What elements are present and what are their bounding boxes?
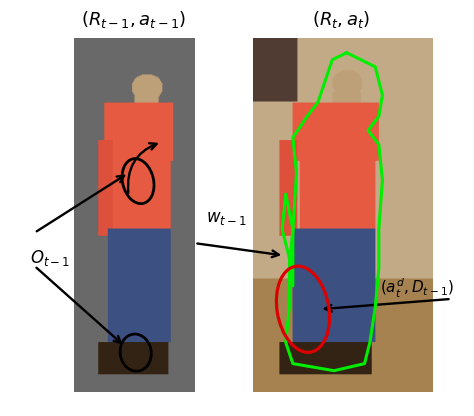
Text: $(a_t^d, D_{t-1})$: $(a_t^d, D_{t-1})$ bbox=[380, 277, 454, 300]
Text: $O_{t-1}$: $O_{t-1}$ bbox=[30, 248, 70, 267]
Text: $w_{t-1}$: $w_{t-1}$ bbox=[206, 210, 247, 227]
Text: $(R_t, a_t)$: $(R_t, a_t)$ bbox=[311, 10, 370, 30]
Text: $(R_{t-1}, a_{t-1})$: $(R_{t-1}, a_{t-1})$ bbox=[81, 10, 186, 30]
